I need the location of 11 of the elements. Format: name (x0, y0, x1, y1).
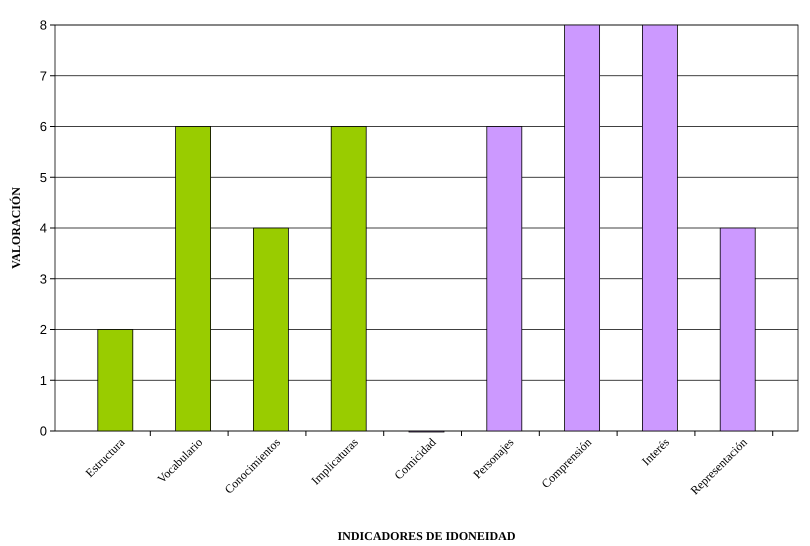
y-axis-title: VALORACIÓN (9, 186, 23, 269)
y-tick-label: 7 (40, 68, 47, 84)
y-tick-label: 4 (40, 220, 47, 236)
y-tick-label: 2 (40, 322, 47, 338)
y-tick-label: 1 (40, 372, 47, 388)
x-axis-title: INDICADORES DE IDONEIDAD (337, 529, 516, 543)
y-tick-label: 5 (40, 170, 47, 185)
y-tick-label: 0 (40, 424, 47, 439)
y-tick-label: 8 (40, 18, 47, 33)
y-tick-label: 3 (40, 271, 47, 286)
y-tick-label: 6 (40, 119, 47, 134)
